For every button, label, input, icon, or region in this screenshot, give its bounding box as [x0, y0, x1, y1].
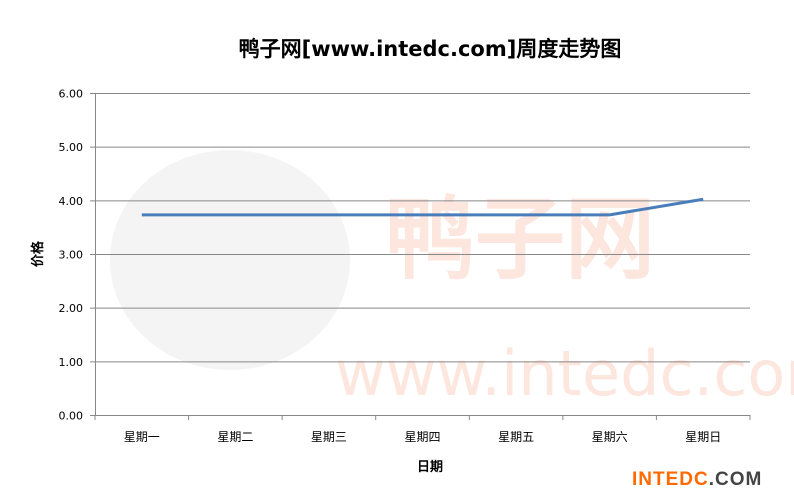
y-tick-label: 0.00 [59, 410, 84, 423]
watermark-url: www.intedc.com [335, 337, 794, 410]
watermark: 鸭子网 www.intedc.com [110, 150, 794, 410]
chart-title: 鸭子网[www.intedc.com]周度走势图 [239, 37, 622, 61]
x-axis-label: 日期 [417, 460, 443, 475]
site-logo: INTEDC.COM [632, 469, 762, 491]
x-tick-label: 星期二 [217, 430, 253, 444]
x-tick-label: 星期五 [498, 430, 534, 444]
series-line [141, 197, 704, 217]
logo-part1: INTEDC [632, 469, 709, 490]
x-tick-label: 星期四 [404, 430, 440, 444]
y-tick-label: 4.00 [59, 195, 84, 208]
y-tick-label: 6.00 [59, 88, 84, 101]
logo-part2: .COM [708, 469, 763, 490]
y-tick-label: 2.00 [59, 302, 84, 315]
x-tick-label: 星期六 [592, 430, 628, 444]
watermark-duck-logo [110, 150, 350, 370]
x-tick-label: 星期三 [311, 430, 347, 444]
watermark-text: 鸭子网 [385, 187, 655, 292]
y-tick-label: 1.00 [59, 356, 84, 369]
y-axis-label: 价格 [30, 240, 46, 267]
x-tick-label: 星期日 [685, 430, 721, 444]
y-tick-label: 3.00 [59, 249, 84, 262]
x-tick-label: 星期一 [124, 430, 160, 444]
y-tick-label: 5.00 [59, 141, 84, 154]
